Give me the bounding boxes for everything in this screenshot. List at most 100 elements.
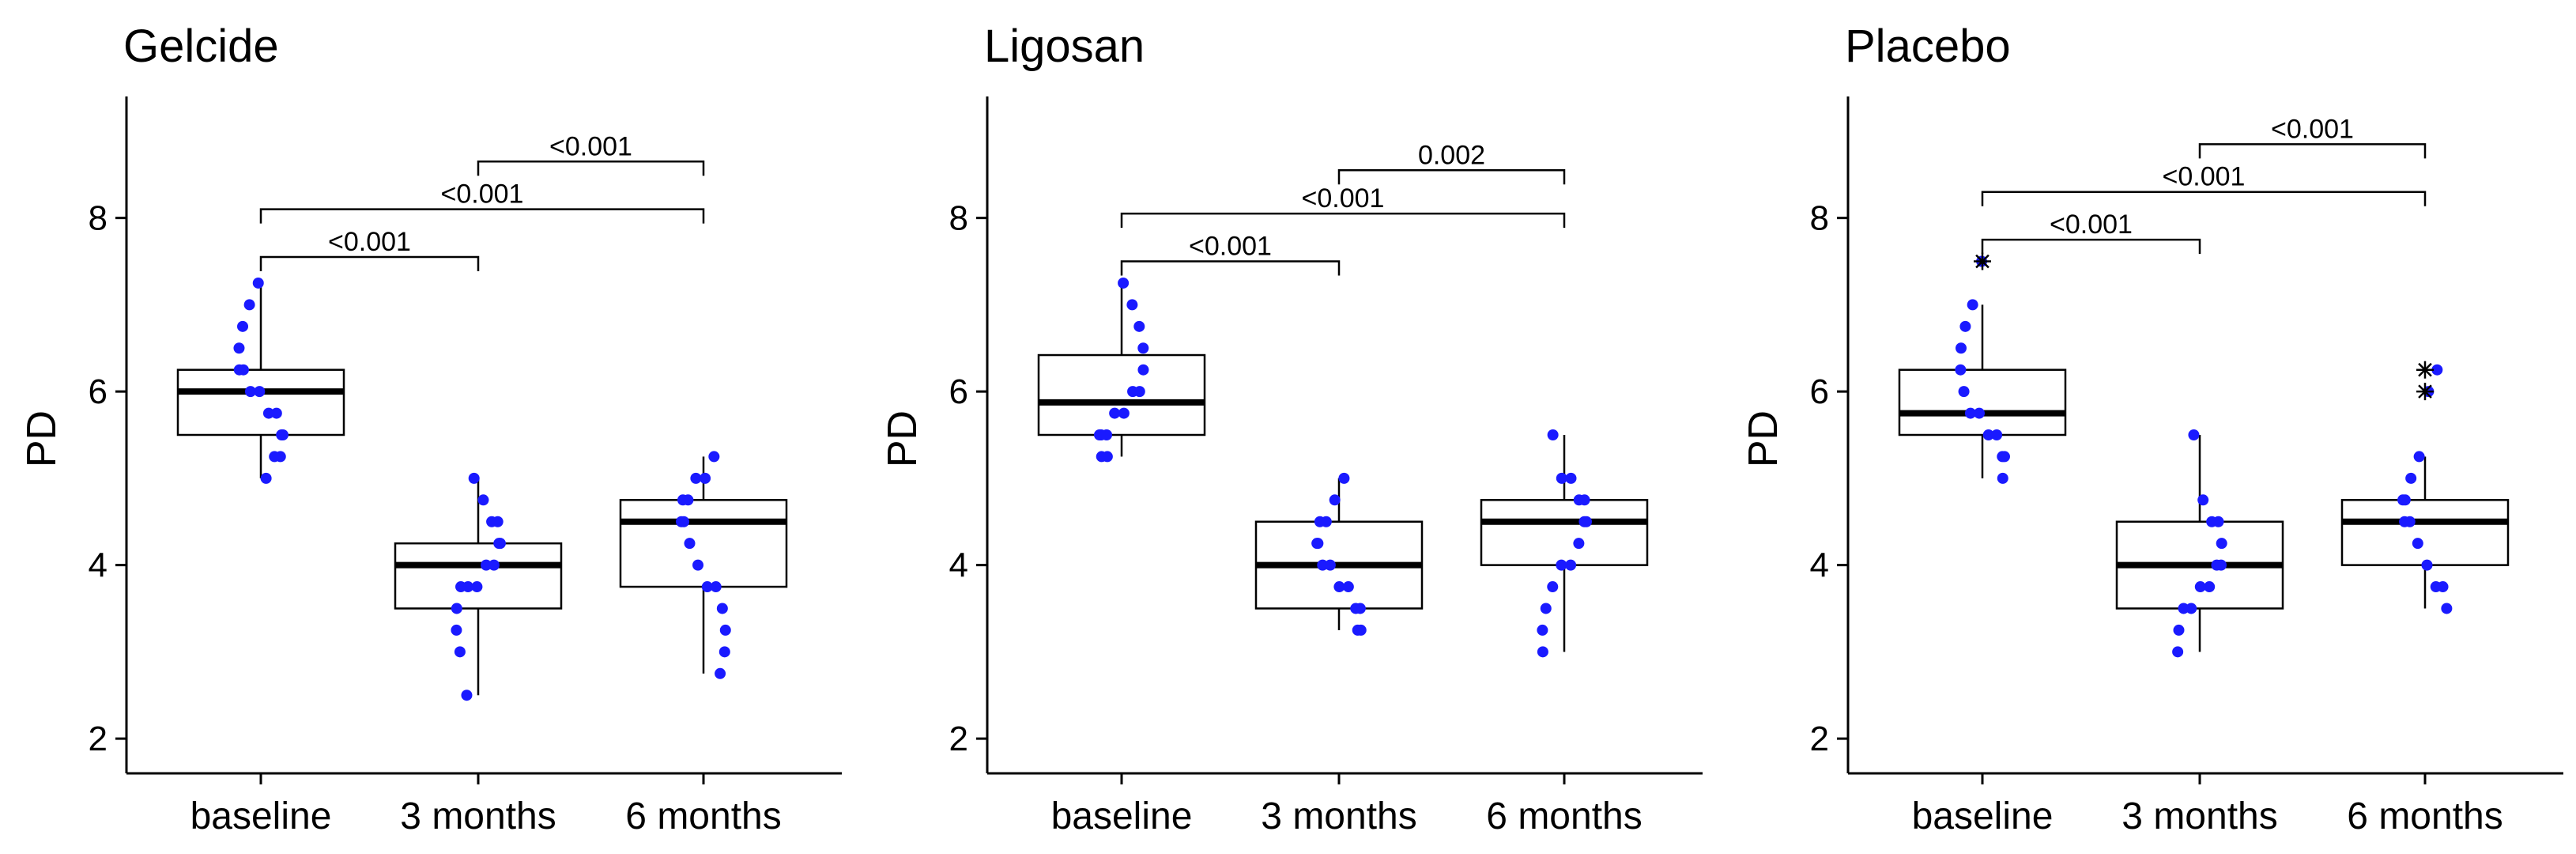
- data-point: [701, 581, 713, 593]
- data-point: [1537, 624, 1548, 636]
- significance-bracket: [1981, 238, 2201, 255]
- x-tick-label: baseline: [1051, 795, 1193, 837]
- data-point: [716, 603, 728, 614]
- data-point: [1578, 494, 1590, 506]
- data-point: [237, 320, 249, 332]
- outlier-stroke: [2418, 384, 2432, 399]
- data-point: [1312, 538, 1324, 550]
- data-point: [2172, 646, 2184, 658]
- panel-title: Gelcide: [123, 21, 279, 72]
- x-tick-label: 3 months: [2122, 795, 2277, 837]
- data-point: [269, 451, 281, 463]
- data-point: [2421, 559, 2433, 571]
- data-point: [710, 581, 722, 593]
- data-point: [2404, 516, 2416, 527]
- y-axis-label: PD: [880, 410, 926, 467]
- data-point: [451, 624, 462, 636]
- x-tick-label: 6 months: [2347, 795, 2502, 837]
- p-value-label: <0.001: [441, 179, 524, 210]
- data-point: [471, 581, 483, 593]
- x-tick-label: baseline: [1912, 795, 2054, 837]
- data-point: [1329, 494, 1341, 506]
- p-value-label: <0.001: [2271, 114, 2354, 144]
- data-point: [1573, 538, 1585, 550]
- box-iqr: [176, 368, 345, 436]
- data-point: [2173, 624, 2185, 636]
- data-point: [1317, 559, 1329, 571]
- data-point: [1967, 299, 1978, 311]
- data-point: [252, 277, 264, 289]
- data-point: [2412, 538, 2423, 550]
- significance-bracket: [1120, 260, 1341, 276]
- data-point: [451, 603, 462, 614]
- panel-gelcide: Gelcide PD 2 4 6 8 baseline 3 months 6 months <…: [19, 21, 842, 837]
- data-point: [1955, 342, 1967, 354]
- box-iqr: [394, 542, 563, 610]
- x-tick-label: 3 months: [1261, 795, 1416, 837]
- y-tick-label: 8: [1810, 199, 1829, 238]
- data-point: [455, 581, 467, 593]
- p-value-label: 0.002: [1418, 140, 1485, 170]
- data-point: [1547, 581, 1559, 593]
- y-tick-label: 2: [1810, 720, 1829, 758]
- data-point: [1314, 516, 1326, 527]
- data-point: [684, 538, 696, 550]
- data-point: [1133, 320, 1145, 332]
- data-point: [493, 538, 505, 550]
- data-point: [270, 407, 282, 419]
- data-point: [262, 407, 274, 419]
- data-point: [1964, 407, 1976, 419]
- p-value-label: <0.001: [2050, 210, 2133, 240]
- data-point: [1991, 429, 2003, 440]
- y-tick-label: 4: [949, 546, 968, 585]
- data-point: [1137, 364, 1149, 376]
- x-tick-label: baseline: [190, 795, 332, 837]
- data-point: [492, 516, 504, 527]
- data-point: [1352, 624, 1363, 636]
- data-point: [2413, 451, 2425, 463]
- y-tick-label: 6: [949, 372, 968, 411]
- data-point: [1338, 472, 1350, 484]
- panel-placebo: Placebo PD 2 4 6 8 baseline 3 months 6 months <…: [1741, 21, 2563, 837]
- x-tick-label: 6 months: [625, 795, 781, 837]
- data-point: [1547, 429, 1559, 440]
- data-point: [2216, 538, 2227, 550]
- outlier-stroke: [2418, 362, 2432, 377]
- significance-bracket: [477, 161, 705, 176]
- data-point: [2441, 603, 2453, 614]
- data-point: [1118, 277, 1130, 289]
- data-point: [678, 516, 690, 527]
- y-tick-label: 8: [89, 199, 107, 238]
- panel-ligosan: Ligosan PD 2 4 6 8 baseline 3 months 6 months <…: [880, 21, 1703, 837]
- y-axis-label: PD: [19, 410, 65, 467]
- data-point: [700, 472, 711, 484]
- data-point: [708, 451, 720, 463]
- plot-area: 2 4 6 8 baseline 3 months 6 months <0.001 <0.001…: [89, 96, 842, 837]
- data-point: [1094, 429, 1106, 440]
- data-point: [2178, 603, 2189, 614]
- outlier-stroke: [1975, 254, 1990, 269]
- data-point: [1126, 299, 1138, 311]
- data-point: [1127, 386, 1139, 398]
- x-tick-label: 3 months: [400, 795, 556, 837]
- data-point: [1324, 559, 1336, 571]
- significance-bracket: [2198, 143, 2427, 159]
- data-point: [2211, 559, 2223, 571]
- data-point: [1997, 472, 2008, 484]
- outlier-marker: [2416, 383, 2434, 401]
- data-point: [1342, 581, 1354, 593]
- data-point: [1556, 559, 1567, 571]
- data-point: [2397, 494, 2409, 506]
- data-point: [719, 624, 731, 636]
- data-point: [244, 386, 256, 398]
- data-point: [1982, 429, 1994, 440]
- data-point: [277, 429, 289, 440]
- outlier-marker: [2416, 361, 2434, 379]
- panel-title: Placebo: [1845, 21, 2011, 72]
- significance-bracket: [1337, 169, 1566, 185]
- y-axis-label: PD: [1741, 410, 1786, 467]
- data-point: [260, 472, 272, 484]
- data-point: [2197, 494, 2209, 506]
- data-point: [1973, 407, 1985, 419]
- data-point: [468, 472, 480, 484]
